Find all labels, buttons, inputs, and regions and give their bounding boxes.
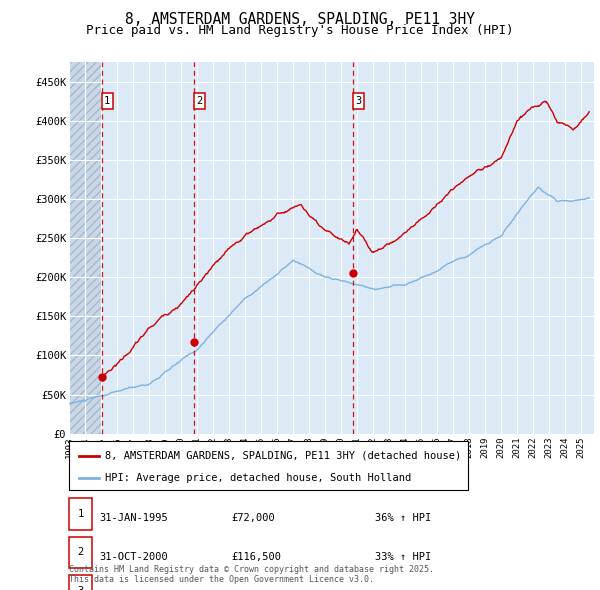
Text: 3: 3 bbox=[77, 586, 83, 590]
Text: 36% ↑ HPI: 36% ↑ HPI bbox=[375, 513, 431, 523]
Text: HPI: Average price, detached house, South Holland: HPI: Average price, detached house, Sout… bbox=[105, 473, 411, 483]
Text: 31-JAN-1995: 31-JAN-1995 bbox=[99, 513, 168, 523]
Text: 8, AMSTERDAM GARDENS, SPALDING, PE11 3HY (detached house): 8, AMSTERDAM GARDENS, SPALDING, PE11 3HY… bbox=[105, 451, 461, 461]
Text: 1: 1 bbox=[104, 96, 110, 106]
Text: 33% ↑ HPI: 33% ↑ HPI bbox=[375, 552, 431, 562]
Text: 1: 1 bbox=[77, 509, 83, 519]
Text: 8, AMSTERDAM GARDENS, SPALDING, PE11 3HY: 8, AMSTERDAM GARDENS, SPALDING, PE11 3HY bbox=[125, 12, 475, 27]
Text: £72,000: £72,000 bbox=[231, 513, 275, 523]
Text: £116,500: £116,500 bbox=[231, 552, 281, 562]
Text: 31-OCT-2000: 31-OCT-2000 bbox=[99, 552, 168, 562]
Bar bbox=[69, 62, 102, 434]
Text: Contains HM Land Registry data © Crown copyright and database right 2025.
This d: Contains HM Land Registry data © Crown c… bbox=[69, 565, 434, 584]
Text: 3: 3 bbox=[355, 96, 362, 106]
Text: 2: 2 bbox=[196, 96, 202, 106]
Text: Price paid vs. HM Land Registry's House Price Index (HPI): Price paid vs. HM Land Registry's House … bbox=[86, 24, 514, 37]
Text: 2: 2 bbox=[77, 548, 83, 558]
